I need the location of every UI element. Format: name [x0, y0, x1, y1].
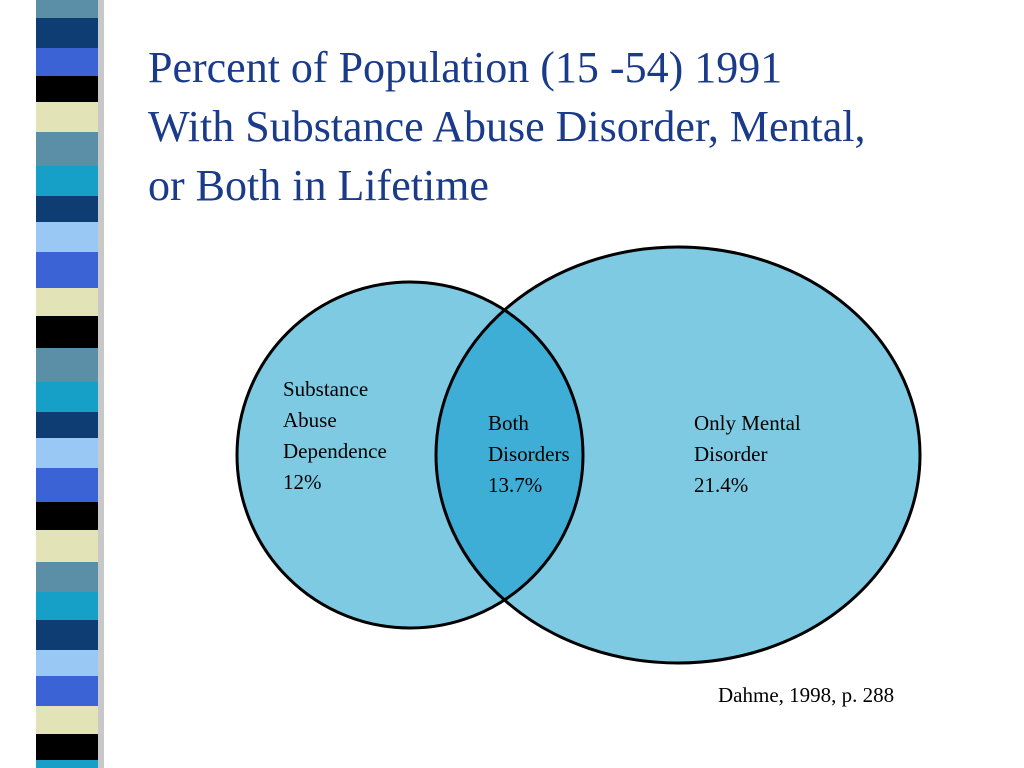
stripe-segment [36, 530, 98, 562]
stripe-segment [36, 650, 98, 676]
stripe-segment [36, 592, 98, 620]
stripe-segment [36, 288, 98, 316]
stripe-segment [36, 438, 98, 468]
mental-disorder-circle-outline [434, 245, 922, 665]
substance-abuse-label-line-3: Dependence [283, 439, 387, 463]
substance-abuse-value: 12% [283, 470, 322, 494]
title-line-1: Percent of Population (15 -54) 1991 [148, 43, 783, 92]
slide-title: Percent of Population (15 -54) 1991 With… [148, 38, 1008, 215]
substance-abuse-label-line-2: Abuse [283, 408, 337, 432]
only-mental-disorder-label: Only Mental Disorder 21.4% [694, 411, 806, 497]
stripe-segment [36, 48, 98, 76]
stripe-segment [36, 502, 98, 530]
substance-abuse-label-line-1: Substance [283, 377, 368, 401]
stripe-segment [36, 222, 98, 252]
stripe-segment [36, 196, 98, 222]
substance-abuse-label: Substance Abuse Dependence 12% [283, 377, 392, 494]
mental-disorder-circle [436, 247, 920, 663]
stripe-segment [36, 132, 98, 166]
both-disorders-label-line-1: Both [488, 411, 529, 435]
substance-abuse-circle-outline [235, 280, 585, 630]
stripe-segment [36, 620, 98, 650]
decorative-stripe-bar [36, 0, 104, 768]
stripe-segment [36, 18, 98, 48]
stripe-segment [36, 562, 98, 592]
stripe-segment [36, 676, 98, 706]
stripe-segment [36, 102, 98, 132]
both-disorders-value: 13.7% [488, 473, 542, 497]
only-mental-disorder-value: 21.4% [694, 473, 748, 497]
stripe-segment [36, 382, 98, 412]
stripe-segment [36, 760, 98, 768]
only-mental-label-line-2: Disorder [694, 442, 767, 466]
stripe-segment [36, 166, 98, 196]
title-line-2: With Substance Abuse Disorder, Mental, [148, 102, 866, 151]
title-line-3: or Both in Lifetime [148, 161, 489, 210]
stripe-segment [36, 348, 98, 382]
only-mental-label-line-1: Only Mental [694, 411, 801, 435]
both-disorders-label-line-2: Disorders [488, 442, 570, 466]
stripe-segment [36, 0, 98, 18]
stripe-segment [36, 706, 98, 734]
stripe-segment [36, 734, 98, 760]
stripe-segment [36, 412, 98, 438]
citation: Dahme, 1998, p. 288 [718, 683, 895, 707]
stripe-bar-shadow [98, 0, 104, 768]
stripe-segment [36, 316, 98, 348]
stripe-segment [36, 252, 98, 288]
both-disorders-label: Both Disorders 13.7% [488, 411, 575, 497]
stripe-segment [36, 468, 98, 502]
stripe-segment [36, 76, 98, 102]
